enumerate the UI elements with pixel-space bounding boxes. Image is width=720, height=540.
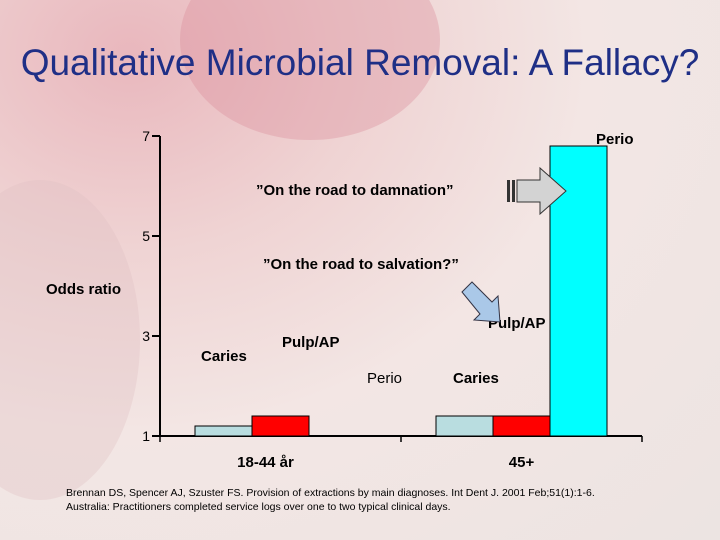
footnote-citation: Brennan DS, Spencer AJ, Szuster FS. Prov… — [66, 487, 595, 499]
footnote: Brennan DS, Spencer AJ, Szuster FS. Prov… — [66, 486, 706, 514]
down-right-arrow-icon — [461, 281, 501, 323]
annotation-salvation: ”On the road to salvation?” — [263, 256, 459, 273]
bar-pulp-ap-0 — [251, 415, 310, 437]
right-arrow-icon — [507, 166, 567, 216]
y-tick-label: 1 — [142, 428, 150, 444]
annotation-pulp-ap-right: Pulp/AP — [488, 315, 546, 332]
x-category-label: 45+ — [509, 454, 535, 471]
annotation-perio-middle: Perio — [367, 370, 402, 387]
bar-pulp-ap-1 — [492, 415, 551, 437]
slide-title: Qualitative Microbial Removal: A Fallacy… — [20, 41, 700, 83]
annotation-caries-right: Caries — [453, 370, 499, 387]
y-tick-label: 3 — [142, 328, 150, 344]
footnote-description: Australia: Practitioners completed servi… — [66, 501, 451, 513]
annotation-perio-top: Perio — [596, 131, 634, 148]
y-tick-label: 5 — [142, 228, 150, 244]
y-tick-label: 7 — [142, 128, 150, 144]
y-axis-label: Odds ratio — [46, 281, 121, 298]
bar-caries-1 — [435, 415, 494, 437]
annotation-caries-left: Caries — [201, 348, 247, 365]
bar-caries-0 — [194, 425, 253, 437]
annotation-pulp-ap-left: Pulp/AP — [282, 334, 340, 351]
x-category-label: 18-44 år — [237, 454, 294, 471]
annotation-damnation: ”On the road to damnation” — [256, 182, 454, 199]
